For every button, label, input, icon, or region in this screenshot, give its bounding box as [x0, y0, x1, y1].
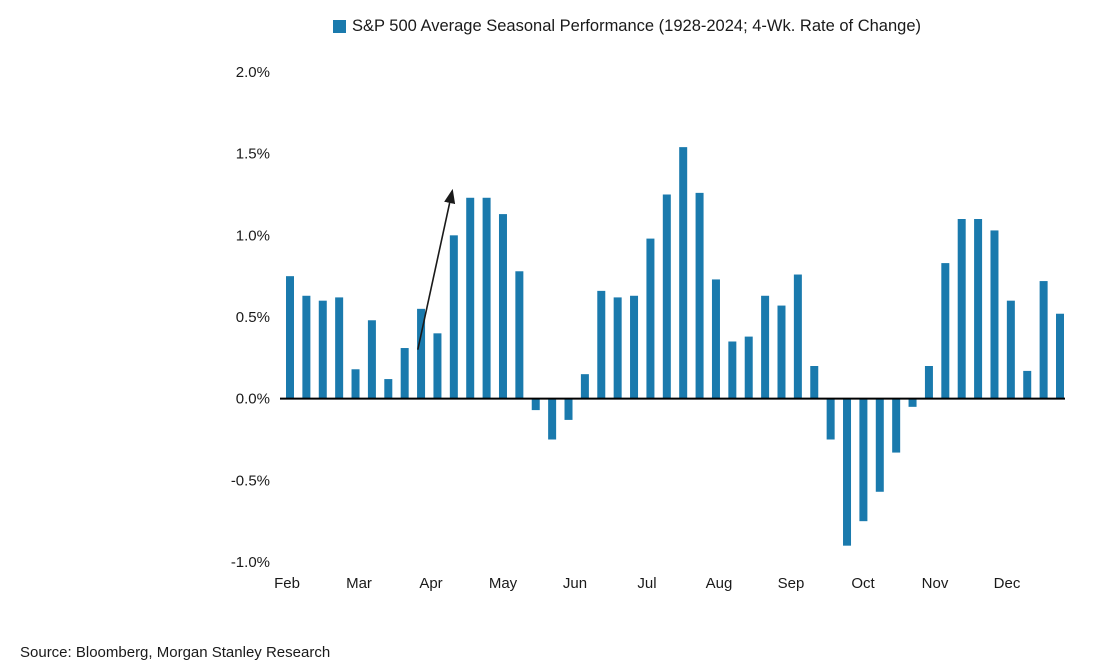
chart-legend: S&P 500 Average Seasonal Performance (19… — [333, 17, 921, 36]
bar — [564, 398, 573, 420]
bar — [302, 295, 311, 399]
bar — [449, 235, 458, 399]
bar — [580, 374, 589, 399]
x-tick-label: Dec — [994, 575, 1021, 592]
y-tick-label: -1.0% — [231, 554, 270, 571]
bar — [941, 263, 950, 399]
bar — [613, 297, 622, 399]
bar — [777, 305, 786, 399]
bar — [875, 398, 884, 492]
x-tick-label: Feb — [274, 575, 300, 592]
bar — [351, 369, 360, 399]
y-tick-label: -0.5% — [231, 472, 270, 489]
x-tick-label: Aug — [706, 575, 733, 592]
bar — [892, 398, 901, 453]
bar — [531, 398, 540, 411]
x-tick-label: Oct — [851, 575, 875, 592]
bar — [826, 398, 835, 440]
bar — [679, 147, 688, 399]
bar — [1039, 281, 1048, 399]
x-tick-label: Jul — [637, 575, 656, 592]
bar — [335, 297, 344, 399]
seasonal-performance-bar-chart: 2.0% 1.5% 1.0% 0.5% 0.0% -0.5% -1.0%Feb Mar Apr M… — [231, 64, 1065, 592]
bar — [908, 398, 917, 407]
x-tick-label: Sep — [778, 575, 805, 592]
bar — [400, 348, 409, 399]
bar — [695, 192, 704, 399]
bar — [498, 214, 507, 399]
trend-arrow-annotation — [417, 188, 456, 350]
bar — [630, 295, 639, 399]
legend-label: S&P 500 Average Seasonal Performance (19… — [352, 17, 921, 35]
bar — [761, 295, 770, 399]
bar — [957, 219, 966, 399]
legend-swatch-icon — [333, 20, 346, 33]
bar — [433, 333, 442, 399]
x-tick-label: May — [489, 575, 518, 592]
bar — [843, 398, 852, 546]
bar — [384, 379, 393, 399]
y-tick-label: 1.5% — [236, 146, 270, 163]
bar — [417, 308, 426, 399]
y-tick-label: 1.0% — [236, 227, 270, 244]
bar — [515, 271, 524, 399]
y-tick-label: 0.0% — [236, 391, 270, 408]
bar — [466, 197, 475, 399]
y-tick-label: 0.5% — [236, 309, 270, 326]
bar — [318, 300, 327, 399]
bar — [646, 238, 655, 399]
bar — [711, 279, 720, 399]
bar — [482, 197, 491, 399]
bar — [810, 366, 819, 399]
bar — [974, 219, 983, 399]
bar — [548, 398, 557, 440]
y-tick-label: 2.0% — [236, 64, 270, 81]
bar — [728, 341, 737, 399]
x-tick-label: Nov — [922, 575, 949, 592]
bar — [1023, 370, 1032, 399]
source-note: Source: Bloomberg, Morgan Stanley Resear… — [20, 644, 331, 661]
bar — [990, 230, 999, 399]
bar — [1006, 300, 1015, 399]
bar — [597, 290, 606, 399]
bar — [744, 336, 753, 399]
x-tick-label: Mar — [346, 575, 372, 592]
x-tick-label: Apr — [419, 575, 442, 592]
bar — [793, 274, 802, 399]
bar — [286, 276, 294, 399]
bar — [662, 194, 671, 399]
bar — [924, 366, 933, 399]
bar — [1056, 313, 1064, 399]
x-tick-label: Jun — [563, 575, 587, 592]
bar — [859, 398, 868, 522]
bar — [367, 320, 376, 399]
